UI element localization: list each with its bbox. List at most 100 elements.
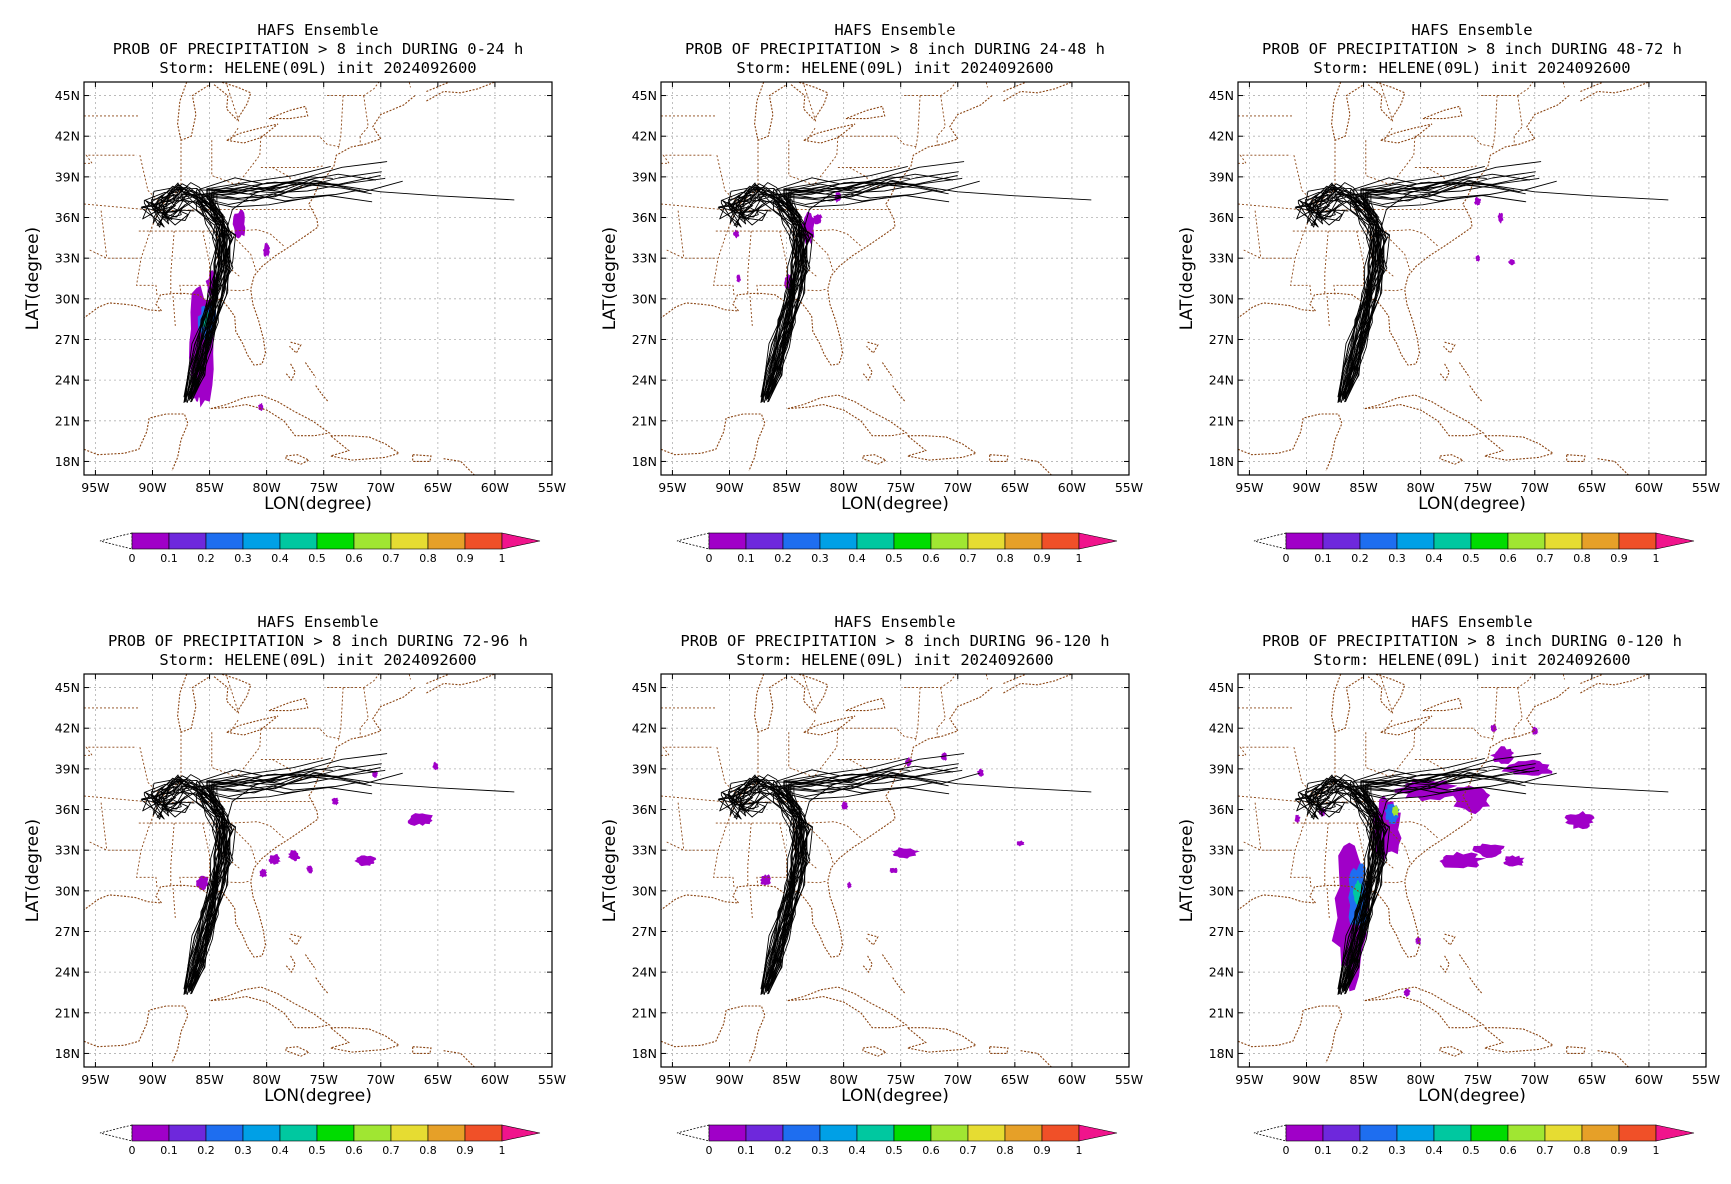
map-plot-area: [84, 674, 552, 1067]
lon-tick-label: 90W: [1292, 480, 1320, 495]
colorbar-segment: [819, 532, 858, 550]
map-plot-area: [84, 82, 552, 475]
lon-tick-label: 60W: [1635, 480, 1663, 495]
probability-patch: [287, 850, 301, 862]
y-axis-label: LAT(degree): [1177, 819, 1197, 922]
probability-patch: [196, 875, 210, 891]
colorbar-segment: [205, 1124, 244, 1142]
colorbar-tick-label: 0.8: [996, 552, 1014, 565]
probability-patch: [1294, 814, 1301, 823]
colorbar-segment: [1581, 1124, 1620, 1142]
colorbar-under-arrow: [1253, 1124, 1287, 1142]
track-line: [143, 191, 221, 403]
lon-tick-label: 60W: [481, 480, 509, 495]
track-line: [768, 773, 1092, 989]
colorbar-segment: [967, 1124, 1006, 1142]
colorbar-tick-label: 0.8: [1573, 552, 1591, 565]
colorbar-over-arrow: [501, 1124, 541, 1142]
track-line: [158, 183, 231, 402]
colorbar-tick-label: 0.3: [1388, 552, 1406, 565]
probability-patch: [1475, 254, 1481, 262]
gridlines: [661, 82, 1129, 475]
probability-shading: [1294, 723, 1595, 998]
lat-tick-label: 33N: [1209, 843, 1234, 858]
lon-tick-label: 80W: [253, 1072, 281, 1087]
colorbar-segment: [967, 532, 1006, 550]
colorbar-segment: [427, 1124, 466, 1142]
lon-tick-label: 65W: [1001, 480, 1029, 495]
coastlines: [661, 674, 1073, 1067]
lat-tick-label: 30N: [632, 883, 657, 898]
lat-tick-label: 42N: [1209, 721, 1234, 736]
colorbar-tick-label: 0.2: [1351, 552, 1369, 565]
lat-tick-label: 21N: [55, 413, 80, 428]
colorbar-under-arrow: [99, 532, 133, 550]
lat-tick-label: 24N: [1209, 965, 1234, 980]
lon-tick-label: 55W: [1692, 1072, 1720, 1087]
probability-patch: [432, 761, 439, 771]
lon-tick-label: 95W: [1235, 1072, 1263, 1087]
probability-patch: [331, 797, 339, 806]
track-line: [190, 776, 372, 989]
probability-title: PROB OF PRECIPITATION > 8 inch DURING 96…: [680, 632, 1109, 650]
probability-shading: [1474, 197, 1516, 266]
colorbar-segment: [1396, 1124, 1435, 1142]
colorbar-segment: [1041, 1124, 1080, 1142]
lat-tick-label: 21N: [55, 1005, 80, 1020]
colorbar-tick-label: 0.8: [1573, 1144, 1591, 1157]
y-axis-label: LAT(degree): [1177, 227, 1197, 330]
lon-tick-label: 85W: [1349, 1072, 1377, 1087]
track-line: [767, 776, 949, 989]
probability-patch: [1415, 936, 1421, 946]
lat-tick-label: 27N: [632, 924, 657, 939]
panel-24-48h: HAFS Ensemble PROB OF PRECIPITATION > 8 i…: [589, 12, 1159, 587]
track-line: [1344, 776, 1526, 989]
probability-title: PROB OF PRECIPITATION > 8 inch DURING 24…: [685, 40, 1105, 58]
colorbar-tick-label: 0.7: [1536, 552, 1554, 565]
colorbar-over-arrow: [1655, 532, 1695, 550]
probability-patch: [258, 403, 264, 411]
colorbar-under-arrow: [676, 532, 710, 550]
track-line: [190, 184, 372, 397]
lon-tick-label: 75W: [310, 480, 338, 495]
probability-patch: [372, 770, 378, 779]
probability-title: PROB OF PRECIPITATION > 8 inch DURING 0-…: [113, 40, 524, 58]
lat-tick-label: 45N: [632, 680, 657, 695]
lat-tick-label: 45N: [1209, 680, 1234, 695]
colorbar-tick-label: 0.5: [885, 1144, 903, 1157]
lat-tick-label: 21N: [632, 1005, 657, 1020]
track-line: [150, 782, 222, 989]
lon-tick-label: 70W: [1521, 1072, 1549, 1087]
y-axis-label: LAT(degree): [600, 819, 620, 922]
colorbar-tick-label: 0.1: [160, 1144, 178, 1157]
colorbar-segment: [1004, 532, 1043, 550]
lat-tick-label: 45N: [632, 88, 657, 103]
colorbar-segment: [131, 1124, 170, 1142]
probability-patch: [1392, 805, 1400, 817]
colorbar-segment: [856, 1124, 895, 1142]
probability-patch: [354, 855, 377, 867]
map-plot-area: [1238, 82, 1706, 475]
map-frame: [83, 673, 553, 1068]
probability-patch: [813, 213, 823, 225]
lon-tick-label: 65W: [1578, 1072, 1606, 1087]
track-line: [1345, 773, 1669, 989]
colorbar-under-arrow: [676, 1124, 710, 1142]
track-line: [143, 783, 221, 995]
colorbar-segment: [893, 1124, 932, 1142]
track-line: [768, 181, 1092, 397]
lon-tick-label: 75W: [887, 1072, 915, 1087]
track-line: [189, 182, 326, 400]
probability-patch: [268, 853, 281, 865]
lon-tick-label: 85W: [772, 480, 800, 495]
track-line: [1343, 774, 1480, 992]
colorbar-tick-label: 0.4: [271, 1144, 289, 1157]
ensemble-tracks: [140, 161, 515, 404]
lon-tick-label: 75W: [1464, 1072, 1492, 1087]
lat-tick-label: 39N: [632, 761, 657, 776]
probability-patch: [733, 229, 740, 239]
ensemble-title: HAFS Ensemble: [257, 21, 378, 39]
lat-tick-label: 45N: [1209, 88, 1234, 103]
colorbar-segment: [1285, 1124, 1324, 1142]
colorbar-segment: [390, 1124, 429, 1142]
